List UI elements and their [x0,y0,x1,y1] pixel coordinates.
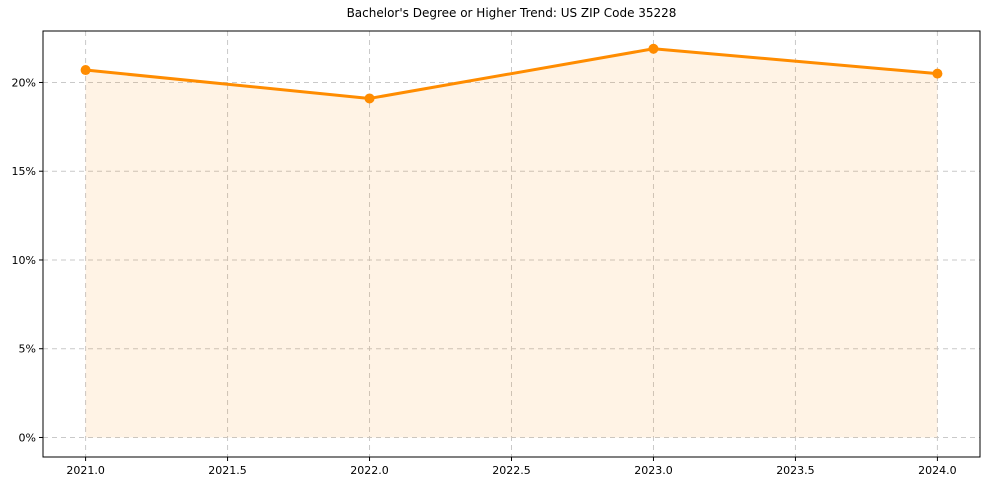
data-point-marker [80,65,91,76]
y-tick-label: 15% [12,165,36,178]
x-tick-label: 2022.0 [350,464,389,477]
data-point-marker [648,43,659,54]
data-point-marker [364,93,375,104]
y-tick-label: 10% [12,254,36,267]
x-tick-label: 2021.0 [66,464,105,477]
area-fill [85,48,938,438]
x-tick-label: 2022.5 [492,464,531,477]
x-tick-label: 2024.0 [918,464,957,477]
x-tick-label: 2021.5 [208,464,247,477]
y-tick-label: 5% [19,343,36,356]
y-tick-label: 0% [19,431,36,444]
x-tick-label: 2023.0 [634,464,673,477]
trend-line [84,47,939,100]
plot-area: 2021.0 2021.5 2022.0 2022.5 2023.0 2023.5 2024… [12,30,981,477]
data-point-marker [932,68,943,79]
y-tick-label: 20% [12,76,36,89]
x-tick-label: 2023.5 [776,464,815,477]
chart-title: Bachelor's Degree or Higher Trend: US ZI… [347,6,677,20]
